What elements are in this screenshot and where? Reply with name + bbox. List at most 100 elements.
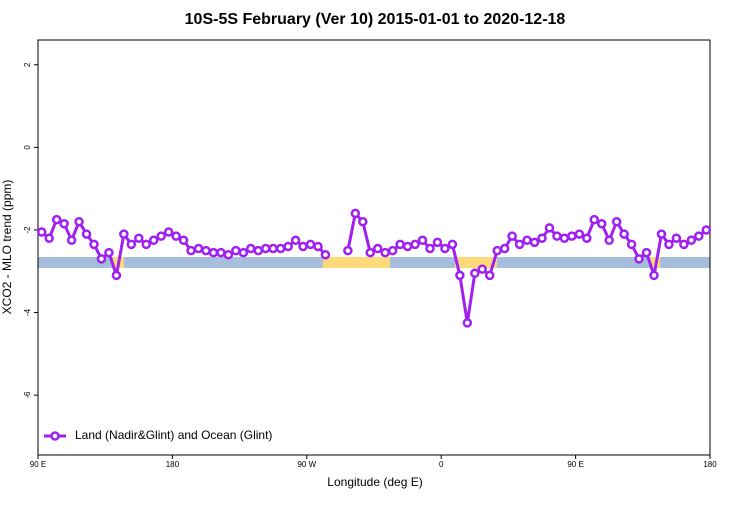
data-point <box>387 245 398 256</box>
data-point <box>417 235 428 246</box>
data-point <box>104 247 114 258</box>
y-tick-label: 0 <box>23 145 32 150</box>
y-tick-label: -2 <box>23 226 32 234</box>
data-point <box>641 247 652 258</box>
data-point <box>671 233 682 243</box>
data-point <box>44 233 54 243</box>
legend-marker <box>50 431 60 441</box>
data-point <box>238 247 249 258</box>
data-point <box>358 216 368 227</box>
data-point <box>59 219 69 229</box>
data-point <box>246 243 256 254</box>
data-point <box>290 235 301 246</box>
data-point <box>298 241 308 252</box>
data-point <box>171 231 181 241</box>
data-point <box>514 239 525 250</box>
data-point <box>305 239 316 250</box>
plot-frame <box>37 39 711 456</box>
data-point <box>596 219 607 229</box>
data-point <box>111 270 122 281</box>
series-line <box>40 210 708 324</box>
x-tick-label: 90 E <box>567 460 583 469</box>
data-point <box>686 235 697 246</box>
data-point <box>313 241 323 252</box>
data-point <box>604 235 614 246</box>
data-point <box>343 245 353 256</box>
y-tick-label: -4 <box>23 308 32 316</box>
data-point <box>507 231 517 241</box>
data-point <box>216 247 226 258</box>
x-tick-label: 180 <box>703 460 717 469</box>
data-point <box>74 216 84 227</box>
data-point <box>119 229 129 239</box>
data-point <box>701 225 712 235</box>
data-point <box>141 239 152 250</box>
data-point <box>619 229 629 239</box>
map-strip <box>38 257 710 268</box>
data-point <box>208 247 219 258</box>
data-point <box>268 243 278 254</box>
data-point <box>410 239 420 250</box>
data-point <box>126 239 137 250</box>
data-point <box>477 264 488 274</box>
data-point <box>66 235 77 246</box>
data-point <box>694 231 704 241</box>
data-point <box>574 229 585 239</box>
data-point <box>96 254 107 264</box>
data-point <box>51 214 62 225</box>
data-point <box>634 254 644 264</box>
data-point <box>81 229 92 239</box>
data-point <box>559 233 570 243</box>
data-point <box>365 247 376 258</box>
data-point <box>380 247 390 258</box>
data-point <box>395 239 405 250</box>
data-point <box>253 245 264 256</box>
data-point <box>664 239 674 250</box>
data-point <box>432 237 443 248</box>
data-point <box>275 243 286 254</box>
data-point <box>283 241 293 252</box>
data-point <box>626 239 637 250</box>
data-point <box>462 318 473 328</box>
x-tick-label: 90 W <box>297 460 316 469</box>
data-point <box>36 227 47 237</box>
data-point <box>492 245 502 256</box>
data-point <box>156 231 166 241</box>
data-point <box>611 216 622 227</box>
data-point <box>425 243 435 254</box>
data-point <box>447 239 458 250</box>
data-point <box>440 243 450 254</box>
data-point <box>455 270 465 281</box>
legend-label: Land (Nadir&Glint) and Ocean (Glint) <box>75 428 272 442</box>
data-point <box>470 268 480 279</box>
data-point <box>544 223 555 233</box>
data-point <box>484 270 495 281</box>
data-point <box>679 239 689 250</box>
y-tick-label: 2 <box>23 62 32 67</box>
data-point <box>193 243 204 254</box>
data-point <box>372 243 383 254</box>
data-point <box>163 227 174 237</box>
data-point <box>231 245 241 256</box>
y-axis-label: XCO2 - MLO trend (ppm) <box>0 180 14 315</box>
data-point <box>656 229 667 239</box>
data-point <box>522 235 532 246</box>
data-point <box>89 239 99 250</box>
data-point <box>320 249 331 260</box>
data-point <box>260 243 271 254</box>
data-point <box>552 231 562 241</box>
data-point <box>186 245 196 256</box>
data-point <box>178 235 189 246</box>
data-point <box>201 245 211 256</box>
y-tick-label: -6 <box>23 391 32 399</box>
data-point <box>134 233 144 243</box>
x-tick-label: 180 <box>166 460 180 469</box>
data-point <box>582 233 592 243</box>
data-point <box>499 243 510 254</box>
data-point <box>223 249 234 260</box>
data-point <box>148 235 159 246</box>
x-axis-label: Longitude (deg E) <box>327 475 422 489</box>
data-point <box>537 233 547 243</box>
data-point <box>402 241 413 252</box>
